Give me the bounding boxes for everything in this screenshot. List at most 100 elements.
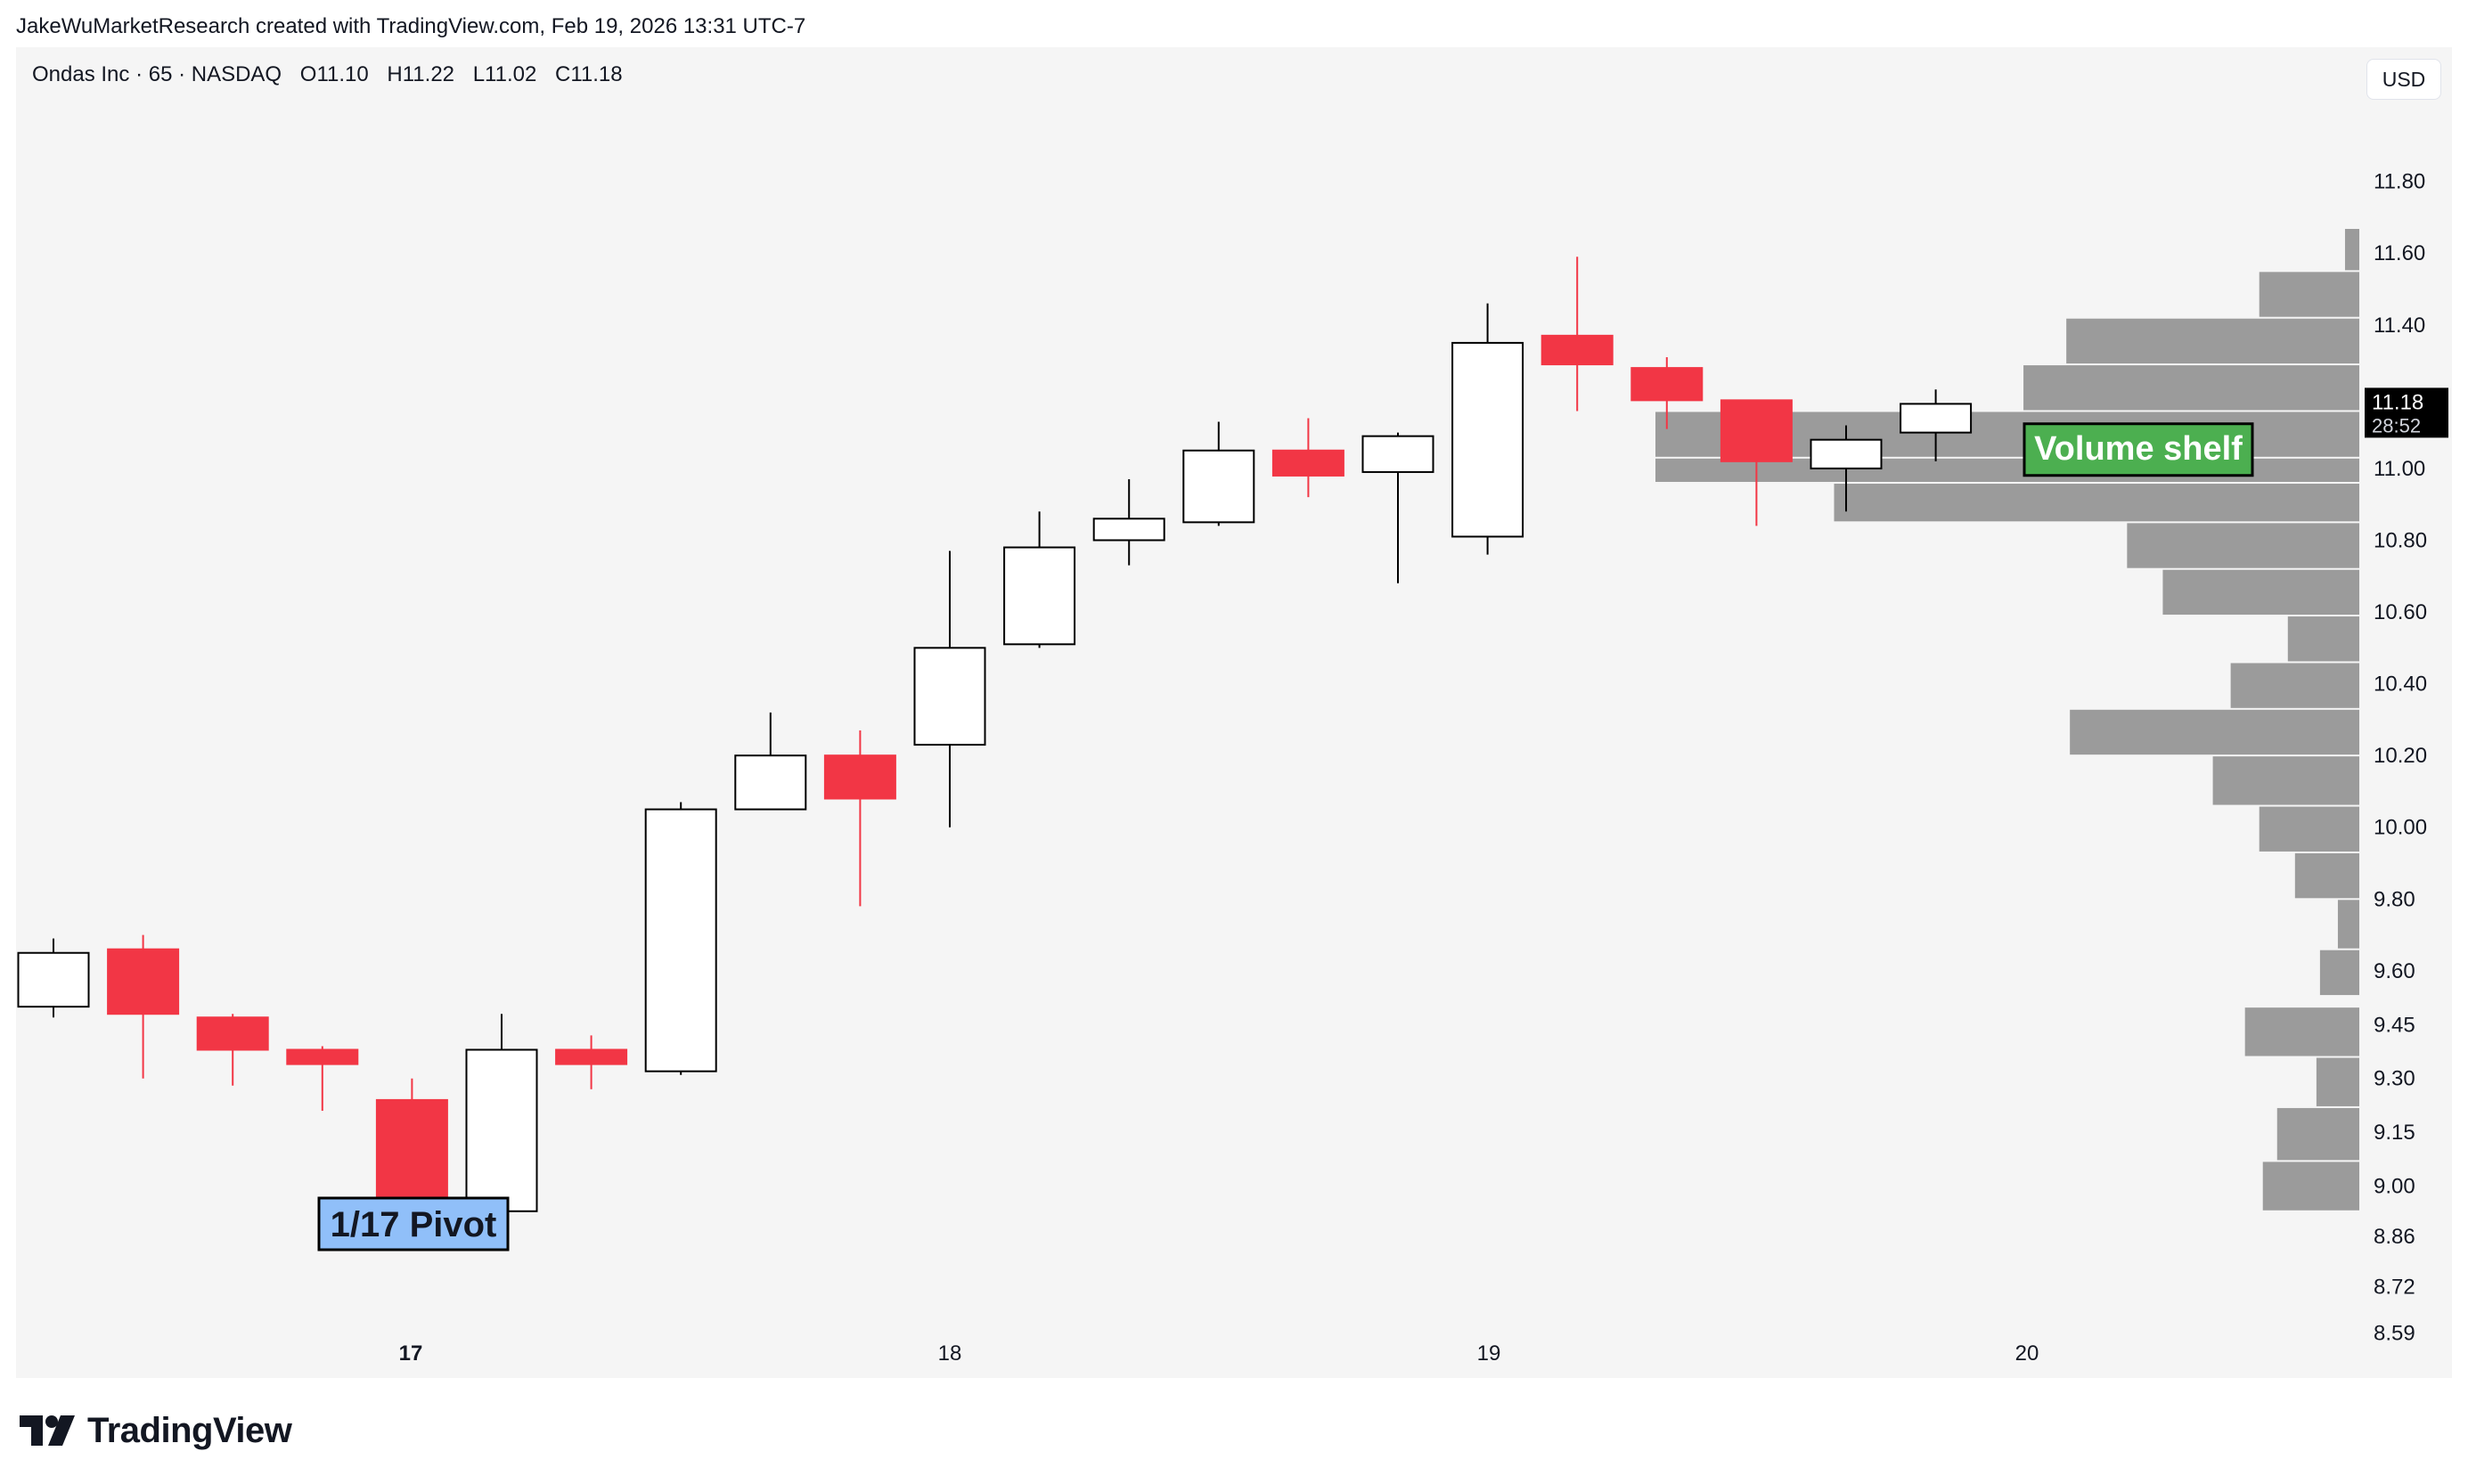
candle-up[interactable]: [1361, 432, 1434, 583]
volume-profile-bar: [2294, 852, 2359, 899]
candle-body: [1540, 334, 1614, 366]
volume-profile-bar: [2276, 1107, 2359, 1161]
candle-body: [1361, 435, 1434, 473]
candle-down[interactable]: [1630, 357, 1704, 429]
candle-up[interactable]: [1003, 511, 1076, 648]
volume-profile-bar: [2162, 569, 2359, 616]
candle-up[interactable]: [465, 1014, 538, 1212]
volume-profile-bar: [2127, 523, 2359, 568]
legend-open: O11.10: [299, 62, 369, 86]
candle-up[interactable]: [1900, 389, 1973, 461]
tradingview-logo-icon: [20, 1415, 75, 1446]
candle-body: [1003, 546, 1076, 646]
price-axis-label: 9.60: [2374, 959, 2415, 983]
candle-body: [913, 647, 986, 746]
candle-body: [823, 754, 896, 800]
candle-up[interactable]: [17, 938, 90, 1018]
volume-profile-bar: [2023, 365, 2359, 411]
price-axis-label: 8.86: [2374, 1225, 2415, 1249]
pivot-annotation[interactable]: 1/17 Pivot: [317, 1196, 510, 1252]
volume-profile-bar: [1834, 484, 2359, 522]
price-axis-label: 11.80: [2374, 170, 2425, 194]
candle-up[interactable]: [1810, 425, 1883, 512]
price-axis-label: 8.59: [2374, 1322, 2415, 1346]
pivot-label: 1/17 Pivot: [331, 1205, 497, 1244]
volume-shelf-annotation[interactable]: Volume shelf: [2023, 422, 2254, 477]
legend-high: H11.22: [387, 62, 455, 86]
candle-up[interactable]: [644, 802, 717, 1075]
candle-down[interactable]: [286, 1046, 359, 1111]
symbol-legend: Ondas Inc · 65 · NASDAQ O11.10 H11.22 L1…: [32, 62, 623, 87]
volume-profile-bar: [2316, 1057, 2359, 1106]
candle-body: [734, 754, 807, 811]
candle-up[interactable]: [734, 712, 807, 811]
volume-profile-bar: [2344, 228, 2359, 271]
volume-profile-bar: [2319, 950, 2359, 996]
candle-body: [465, 1048, 538, 1212]
candlestick-chart[interactable]: 11.80 11.60 11.40 11.00 10.80 10.60 10.40 10.20…: [16, 47, 2452, 1378]
volume-profile-bar: [2212, 756, 2359, 805]
price-axis-label: 10.80: [2374, 528, 2427, 552]
price-axis-label: 8.72: [2374, 1275, 2415, 1299]
pivot-box: [317, 1196, 510, 1252]
candle-body: [17, 951, 90, 1008]
candle-body: [196, 1016, 269, 1051]
price-axis-label: 10.20: [2374, 744, 2427, 768]
time-axis[interactable]: 17 18 19 20: [399, 1341, 2039, 1366]
volume-profile-bar: [2070, 709, 2359, 755]
legend-close: C11.18: [554, 62, 623, 86]
tradingview-brand-text: TradingView: [87, 1410, 292, 1450]
price-axis-label: 11.40: [2374, 314, 2425, 338]
price-axis-label: 11.00: [2374, 457, 2425, 481]
candle-down[interactable]: [1540, 257, 1614, 412]
price-axis-label: 10.40: [2374, 673, 2427, 697]
currency-button[interactable]: USD: [2366, 59, 2441, 100]
tradingview-brand[interactable]: TradingView: [20, 1410, 292, 1450]
legend-low: L11.02: [472, 62, 537, 86]
price-axis-label: 9.15: [2374, 1121, 2415, 1145]
volume-profile-bar: [2244, 1007, 2359, 1056]
volume-shelf-label: Volume shelf: [2034, 430, 2243, 468]
price-axis-label: 10.00: [2374, 816, 2427, 840]
bar-countdown: 28:52: [2372, 414, 2421, 436]
candles: [17, 257, 1973, 1229]
candle-up[interactable]: [1182, 421, 1255, 526]
volume-profile-bar: [2230, 663, 2359, 708]
chart-panel[interactable]: 11.80 11.60 11.40 11.00 10.80 10.60 10.40 10.20…: [16, 47, 2452, 1378]
price-axis-label: 9.00: [2374, 1175, 2415, 1199]
price-axis-label: 9.45: [2374, 1013, 2415, 1037]
candle-up[interactable]: [1092, 478, 1165, 566]
candle-down[interactable]: [555, 1035, 628, 1089]
time-axis-label: 18: [938, 1341, 962, 1366]
volume-shelf-box: [2023, 422, 2254, 477]
volume-profile: [1655, 228, 2359, 1211]
candle-body: [1451, 341, 1524, 538]
symbol-title[interactable]: Ondas Inc · 65 · NASDAQ: [32, 62, 282, 86]
candle-down[interactable]: [1720, 399, 1793, 526]
candle-down[interactable]: [196, 1014, 269, 1086]
volume-profile-bar: [2259, 272, 2359, 317]
volume-profile-bar: [2066, 318, 2359, 364]
candle-body: [644, 808, 717, 1072]
volume-profile-bar: [2262, 1162, 2359, 1211]
candle-down[interactable]: [375, 1078, 448, 1229]
volume-profile-bar: [2337, 900, 2359, 949]
price-axis-label: 11.60: [2374, 241, 2425, 265]
candle-down[interactable]: [1271, 418, 1344, 498]
price-axis[interactable]: 11.80 11.60 11.40 11.00 10.80 10.60 10.40 10.20…: [2374, 170, 2427, 1346]
time-axis-label: 20: [2015, 1341, 2039, 1366]
volume-profile-bar: [2259, 806, 2359, 852]
candle-body: [555, 1048, 628, 1065]
last-price-badge-bg: [2365, 387, 2448, 438]
candle-body: [1182, 449, 1255, 524]
price-axis-label: 9.30: [2374, 1067, 2415, 1091]
candle-up[interactable]: [1451, 303, 1524, 555]
candle-up[interactable]: [913, 550, 986, 828]
candle-down[interactable]: [107, 934, 180, 1079]
candle-down[interactable]: [823, 730, 896, 907]
last-price-value: 11.18: [2372, 390, 2423, 414]
candle-body: [1810, 438, 1883, 469]
candle-body: [375, 1098, 448, 1216]
